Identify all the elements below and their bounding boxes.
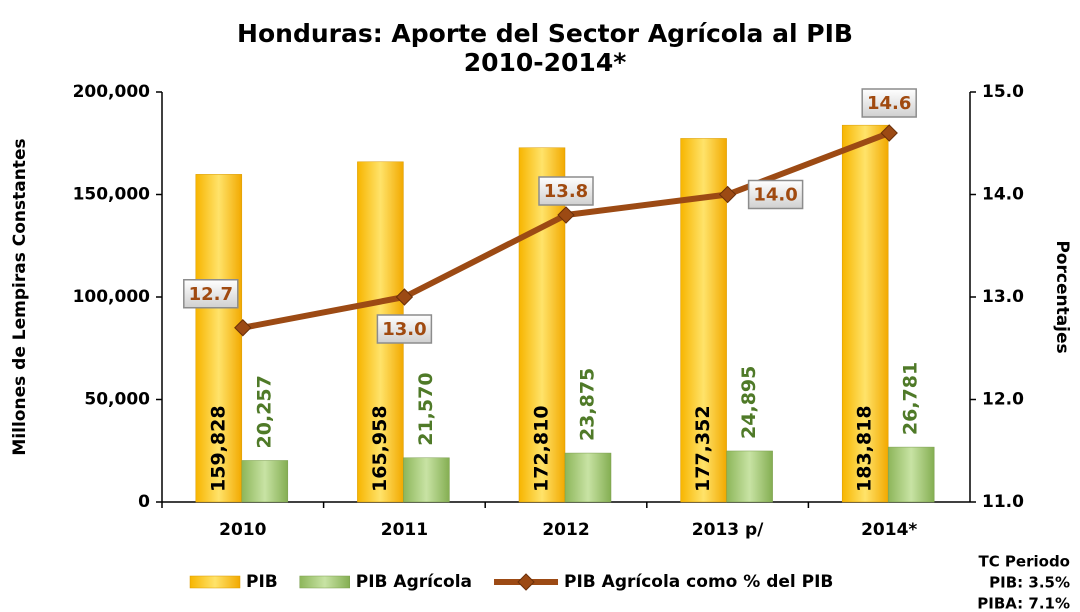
bar: [841, 124, 889, 503]
data-label: 13.0: [382, 319, 426, 340]
legend-swatch: [517, 573, 535, 591]
data-label: 172,810: [531, 405, 553, 492]
y2-tick-label: 11.0: [982, 492, 1024, 512]
data-label: 12.7: [189, 284, 233, 305]
legend-swatch: [189, 575, 241, 589]
y-tick-label: 150,000: [73, 185, 151, 205]
data-label: 20,257: [253, 375, 275, 448]
bar: [241, 460, 289, 503]
data-label-box: [183, 279, 239, 309]
x-tick-label: 2012: [542, 520, 589, 540]
annotation: PIBA: 7.1%: [977, 595, 1070, 612]
y2-tick-label: 14.0: [982, 185, 1024, 205]
data-label-box: [747, 179, 804, 210]
data-label: 165,958: [369, 405, 391, 492]
bar: [564, 452, 612, 503]
y-tick-label: 200,000: [73, 82, 151, 102]
data-label: 183,818: [854, 405, 876, 492]
chart-subtitle: 2010-2014*: [464, 48, 627, 77]
marker: [557, 206, 575, 224]
data-label-box: [376, 314, 433, 344]
legend-label: PIB Agrícola como % del PIB: [564, 572, 833, 592]
annotation: PIB: 3.5%: [989, 574, 1070, 592]
y-tick-label: 50,000: [84, 390, 150, 410]
legend-label: PIB Agrícola: [356, 572, 472, 592]
x-tick-label: 2010: [219, 520, 266, 540]
data-label: 159,828: [207, 405, 229, 492]
data-label: 24,895: [738, 366, 760, 439]
y-tick-label: 0: [138, 492, 150, 512]
bar: [195, 174, 243, 503]
marker: [234, 319, 252, 337]
legend-label: PIB: [246, 572, 278, 592]
data-label: 14.6: [867, 93, 911, 114]
y2-axis-label: Porcentajes: [1052, 240, 1072, 353]
data-label: 13.8: [544, 181, 588, 202]
x-tick-label: 2013 p/: [692, 520, 764, 540]
x-tick-label: 2014*: [861, 520, 917, 540]
legend-swatch: [299, 575, 350, 589]
data-label: 14.0: [753, 185, 797, 206]
data-label-box: [538, 176, 594, 206]
data-label-box: [861, 88, 917, 118]
bar: [887, 446, 935, 503]
y2-tick-label: 13.0: [982, 287, 1024, 307]
data-label: 23,875: [577, 368, 599, 441]
line: [242, 130, 891, 331]
data-label: 177,352: [692, 405, 714, 492]
chart-title: Honduras: Aporte del Sector Agrícola al …: [237, 19, 853, 48]
y-tick-label: 100,000: [73, 287, 151, 307]
data-label: 21,570: [415, 372, 437, 445]
data-label: 26,781: [900, 362, 922, 435]
y-axis-label: Millones de Lempiras Constantes: [10, 138, 30, 455]
x-tick-label: 2011: [381, 520, 428, 540]
bar: [518, 147, 566, 503]
marker: [395, 288, 414, 306]
bar: [726, 450, 773, 503]
y2-tick-label: 15.0: [982, 82, 1024, 102]
y2-tick-label: 12.0: [982, 390, 1024, 410]
marker: [718, 185, 737, 204]
bar: [403, 457, 450, 503]
annotation: TC Periodo: [978, 553, 1070, 571]
marker: [880, 124, 898, 142]
